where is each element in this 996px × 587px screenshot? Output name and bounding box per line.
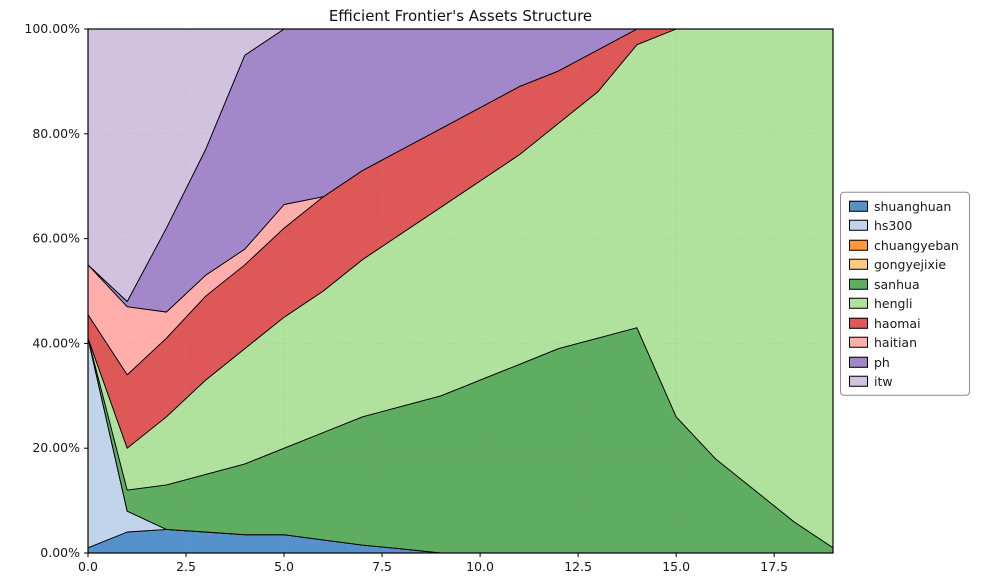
legend-label: haitian (874, 334, 918, 350)
legend-label: itw (874, 373, 893, 389)
legend-item-haomai: haomai (849, 315, 959, 330)
y-tick-label: 60.00% (32, 231, 80, 246)
legend-swatch-hs300 (849, 219, 868, 231)
legend-swatch-sanhua (849, 278, 868, 290)
legend-item-hs300: hs300 (849, 218, 959, 233)
legend-label: chuangyeban (874, 237, 959, 253)
y-tick-label: 100.00% (24, 21, 80, 36)
x-tick-label: 0.0 (78, 559, 98, 574)
legend: shuanghuan hs300 chuangyeban gongyejixie san… (840, 191, 970, 396)
legend-label: haomai (874, 315, 921, 331)
legend-item-sanhua: sanhua (849, 276, 959, 291)
legend-label: shuanghuan (874, 198, 952, 214)
x-tick-label: 17.5 (760, 559, 788, 574)
legend-swatch-chuangyeban (849, 239, 868, 251)
legend-item-shuanghuan: shuanghuan (849, 198, 959, 213)
legend-item-itw: itw (849, 374, 959, 389)
x-tick-label: 15.0 (662, 559, 690, 574)
x-tick-label: 10.0 (466, 559, 494, 574)
legend-label: hs300 (874, 217, 913, 233)
legend-swatch-shuanghuan (849, 200, 868, 212)
x-tick-label: 12.5 (564, 559, 592, 574)
legend-label: sanhua (874, 276, 920, 292)
legend-swatch-haitian (849, 336, 868, 348)
legend-label: gongyejixie (874, 256, 947, 272)
y-tick-label: 80.00% (32, 126, 80, 141)
plot-border (87, 28, 834, 554)
legend-label: hengli (874, 295, 913, 311)
y-tick-label: 40.00% (32, 335, 80, 350)
legend-swatch-haomai (849, 317, 868, 329)
y-tick-label: 0.00% (40, 545, 80, 560)
chart-title: Efficient Frontier's Assets Structure (328, 7, 593, 25)
x-tick-label: 7.5 (372, 559, 392, 574)
x-tick-label: 2.5 (176, 559, 196, 574)
legend-label: ph (874, 354, 890, 370)
legend-swatch-gongyejixie (849, 258, 868, 270)
legend-item-hengli: hengli (849, 296, 959, 311)
y-tick-label: 20.00% (32, 440, 80, 455)
legend-item-gongyejixie: gongyejixie (849, 257, 959, 272)
legend-item-haitian: haitian (849, 335, 959, 350)
x-tick-label: 5.0 (274, 559, 294, 574)
legend-item-chuangyeban: chuangyeban (849, 237, 959, 252)
legend-item-ph: ph (849, 354, 959, 369)
legend-swatch-itw (849, 375, 868, 387)
legend-swatch-hengli (849, 297, 868, 309)
legend-swatch-ph (849, 356, 868, 368)
